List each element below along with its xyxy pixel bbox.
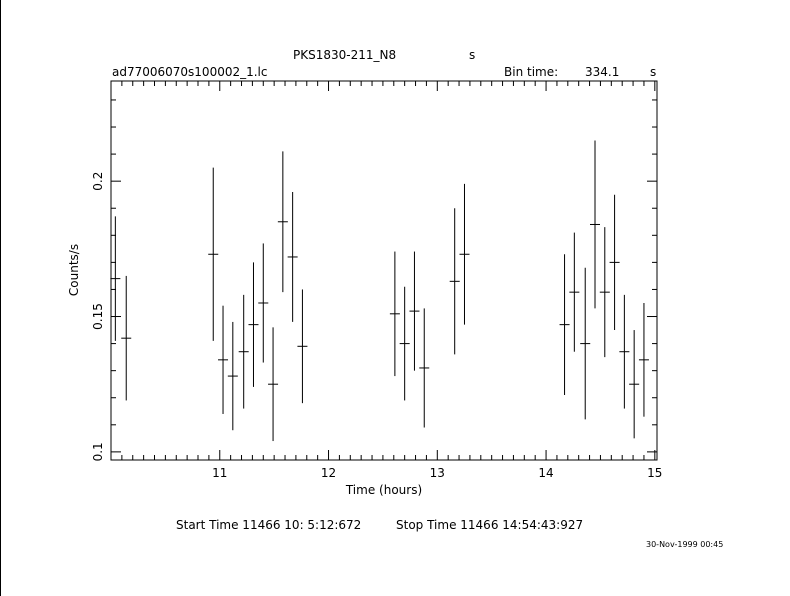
chart-title: PKS1830-211_N8 [293, 48, 397, 62]
y-tick-label: 0.15 [91, 303, 105, 330]
data-point [619, 294, 630, 409]
y-tick-label: 0.2 [91, 172, 105, 191]
data-point [638, 302, 649, 417]
title-unit: s [469, 48, 476, 62]
start-time: Start Time 11466 10: 5:12:672 [176, 518, 362, 532]
data-point [218, 305, 229, 414]
bin-time-value: 334.1 [585, 65, 620, 79]
data-point [559, 254, 570, 396]
data-point [569, 232, 580, 352]
data-point [110, 216, 121, 341]
axis-ticks [110, 81, 657, 460]
data-point [599, 227, 610, 358]
data-points [110, 140, 649, 442]
data-point [238, 294, 249, 409]
data-point [227, 321, 238, 431]
data-point [258, 243, 269, 363]
stop-time: Stop Time 11466 14:54:43:927 [396, 518, 584, 532]
x-tick-label: 11 [212, 466, 227, 480]
x-tick-label: 15 [647, 466, 662, 480]
window-left-border [0, 0, 1, 596]
data-point [399, 286, 410, 401]
data-point [389, 251, 400, 377]
data-point [409, 251, 420, 371]
tick-labels: 11 12 13 14 15 0.1 0.15 0.2 [91, 172, 662, 480]
x-tick-label: 14 [538, 466, 553, 480]
data-point [208, 167, 219, 341]
data-point [268, 327, 279, 442]
data-point [449, 208, 460, 355]
data-point [248, 262, 259, 387]
x-axis-label: Time (hours) [345, 483, 422, 497]
date-stamp: 30-Nov-1999 00:45 [646, 540, 724, 549]
file-name: ad77006070s100002_1.lc [112, 65, 268, 79]
data-point [277, 151, 288, 293]
data-point [590, 140, 601, 309]
y-tick-label: 0.1 [91, 442, 105, 461]
data-point [459, 183, 470, 325]
plot-frame [110, 80, 658, 461]
bin-time-unit: s [650, 65, 657, 79]
y-axis-label: Counts/s [67, 244, 81, 296]
data-point [419, 308, 430, 428]
x-tick-label: 12 [321, 466, 336, 480]
data-point [287, 191, 298, 322]
data-point [297, 289, 308, 404]
data-point [580, 267, 591, 420]
data-point [609, 194, 620, 331]
data-point [121, 275, 132, 401]
data-point [629, 330, 640, 439]
bin-time-label: Bin time: [504, 65, 559, 79]
x-tick-label: 13 [430, 466, 445, 480]
